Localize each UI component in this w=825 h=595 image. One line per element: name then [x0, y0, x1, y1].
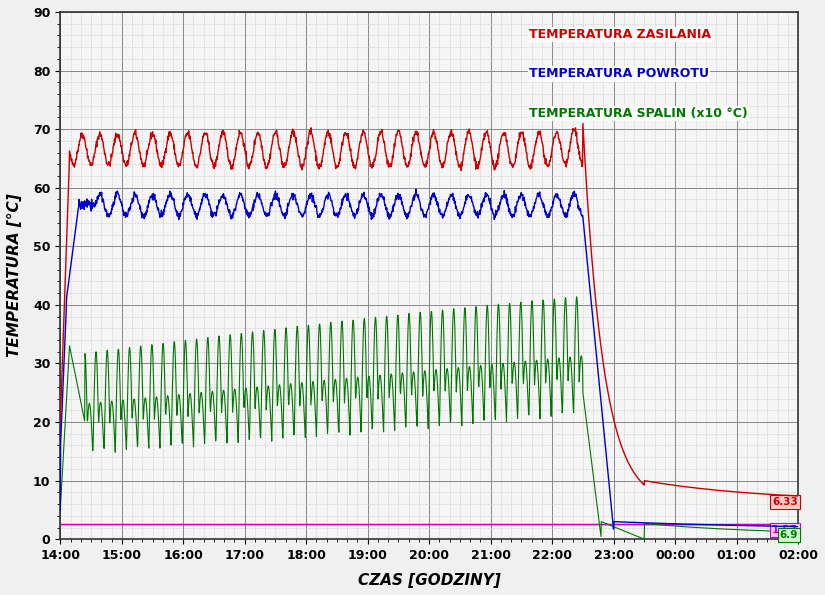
Text: 6.33: 6.33 — [772, 497, 798, 507]
Text: 6.9: 6.9 — [780, 530, 798, 540]
Text: TEMPERATURA POWROTU: TEMPERATURA POWROTU — [529, 67, 709, 80]
X-axis label: CZAS [GODZINY]: CZAS [GODZINY] — [358, 573, 501, 588]
Y-axis label: TEMPERATURA [°C]: TEMPERATURA [°C] — [7, 194, 22, 358]
Text: TEMPERATURA SPALIN (x10 °C): TEMPERATURA SPALIN (x10 °C) — [529, 107, 747, 120]
Text: 1.57: 1.57 — [772, 525, 798, 535]
Text: TEMPERATURA ZASILANIA: TEMPERATURA ZASILANIA — [529, 28, 711, 41]
